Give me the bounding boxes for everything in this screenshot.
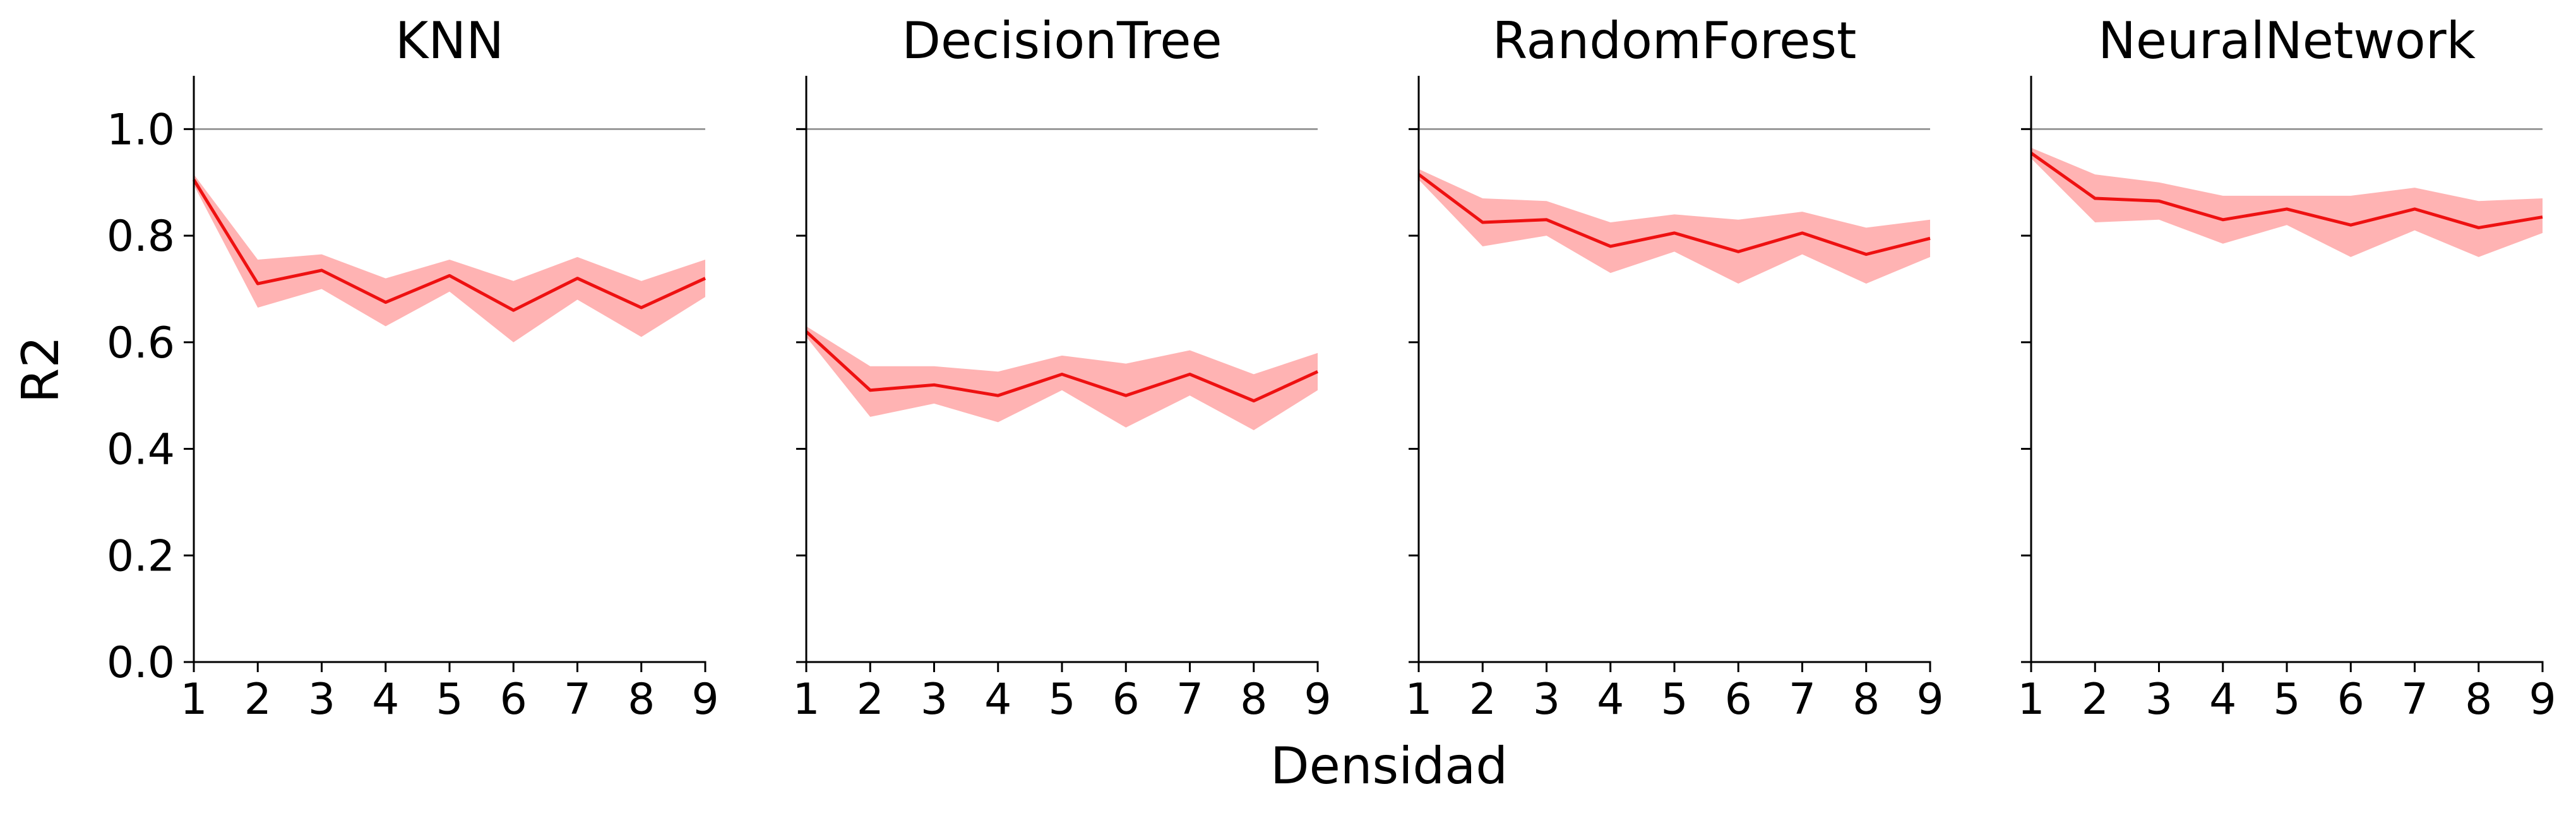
y-tick-label: 0.6: [107, 318, 175, 368]
confidence-band: [806, 326, 1318, 431]
x-tick-label: 5: [1661, 675, 1688, 725]
panel-randomforest: RandomForest 1 2 3 4 5 6 7 8 9: [1405, 11, 1943, 725]
x-tick-label: 2: [2082, 675, 2109, 725]
x-tick-label: 7: [1789, 675, 1816, 725]
x-tick-label: 8: [1852, 675, 1880, 725]
y-tick-label: 0.0: [107, 638, 175, 688]
x-tick-label: 1: [792, 675, 820, 725]
x-tick-label: 9: [1304, 675, 1331, 725]
x-tick-label: 6: [2337, 675, 2364, 725]
confidence-band: [1419, 169, 1930, 284]
y-tick-label: 0.2: [107, 531, 175, 581]
confidence-band: [2031, 147, 2543, 257]
panel-title: KNN: [395, 11, 504, 70]
x-tick-label: 7: [564, 675, 591, 725]
x-tick-label: 3: [921, 675, 948, 725]
mean-line: [2030, 152, 2543, 229]
x-tick-label: 4: [984, 675, 1011, 725]
x-tick-label: 2: [244, 675, 271, 725]
x-tick-label: 3: [2145, 675, 2173, 725]
x-tick-label: 1: [180, 675, 207, 725]
x-tick-label: 9: [1916, 675, 1943, 725]
panel-title: NeuralNetwork: [2098, 11, 2476, 70]
y-tick-label: 0.4: [107, 425, 175, 475]
x-tick-label: 1: [2017, 675, 2044, 725]
panel-title: RandomForest: [1493, 11, 1857, 70]
x-tick-label: 8: [1240, 675, 1267, 725]
x-tick-label: 5: [436, 675, 463, 725]
x-tick-label: 4: [1597, 675, 1624, 725]
panel-title: DecisionTree: [902, 11, 1222, 70]
x-tick-label: 1: [1405, 675, 1432, 725]
x-tick-label: 7: [1176, 675, 1203, 725]
panel-decisiontree: DecisionTree 1 2 3 4 5 6 7 8 9: [792, 11, 1331, 725]
y-axis-label: R2: [11, 336, 70, 403]
x-tick-label: 7: [2401, 675, 2428, 725]
x-tick-label: 4: [372, 675, 399, 725]
y-tick-label: 0.8: [107, 212, 175, 262]
x-tick-label: 2: [857, 675, 884, 725]
mean-line: [192, 179, 707, 312]
x-tick-label: 4: [2209, 675, 2236, 725]
y-tick-label: 1.0: [107, 105, 175, 155]
x-tick-label: 6: [500, 675, 527, 725]
x-tick-label: 6: [1112, 675, 1140, 725]
x-tick-label: 8: [2465, 675, 2492, 725]
panel-knn: KNN 1 2 3 4 5 6 7 8 9 0.0 0.2 0.4 0.6 0.8 1.0: [107, 11, 719, 725]
panel-neuralnetwork: NeuralNetwork 1 2 3 4 5 6 7 8 9: [2017, 11, 2556, 725]
mean-line: [805, 330, 1319, 403]
x-axis-label: Densidad: [1270, 737, 1508, 795]
x-tick-label: 2: [1469, 675, 1496, 725]
x-tick-label: 8: [628, 675, 655, 725]
x-tick-label: 9: [691, 675, 719, 725]
x-tick-label: 3: [308, 675, 335, 725]
x-tick-label: 9: [2529, 675, 2556, 725]
x-tick-label: 3: [1533, 675, 1560, 725]
x-tick-label: 5: [1048, 675, 1075, 725]
x-tick-label: 6: [1725, 675, 1752, 725]
confidence-band: [194, 174, 705, 342]
mean-line: [1417, 173, 1931, 256]
x-tick-label: 5: [2273, 675, 2300, 725]
